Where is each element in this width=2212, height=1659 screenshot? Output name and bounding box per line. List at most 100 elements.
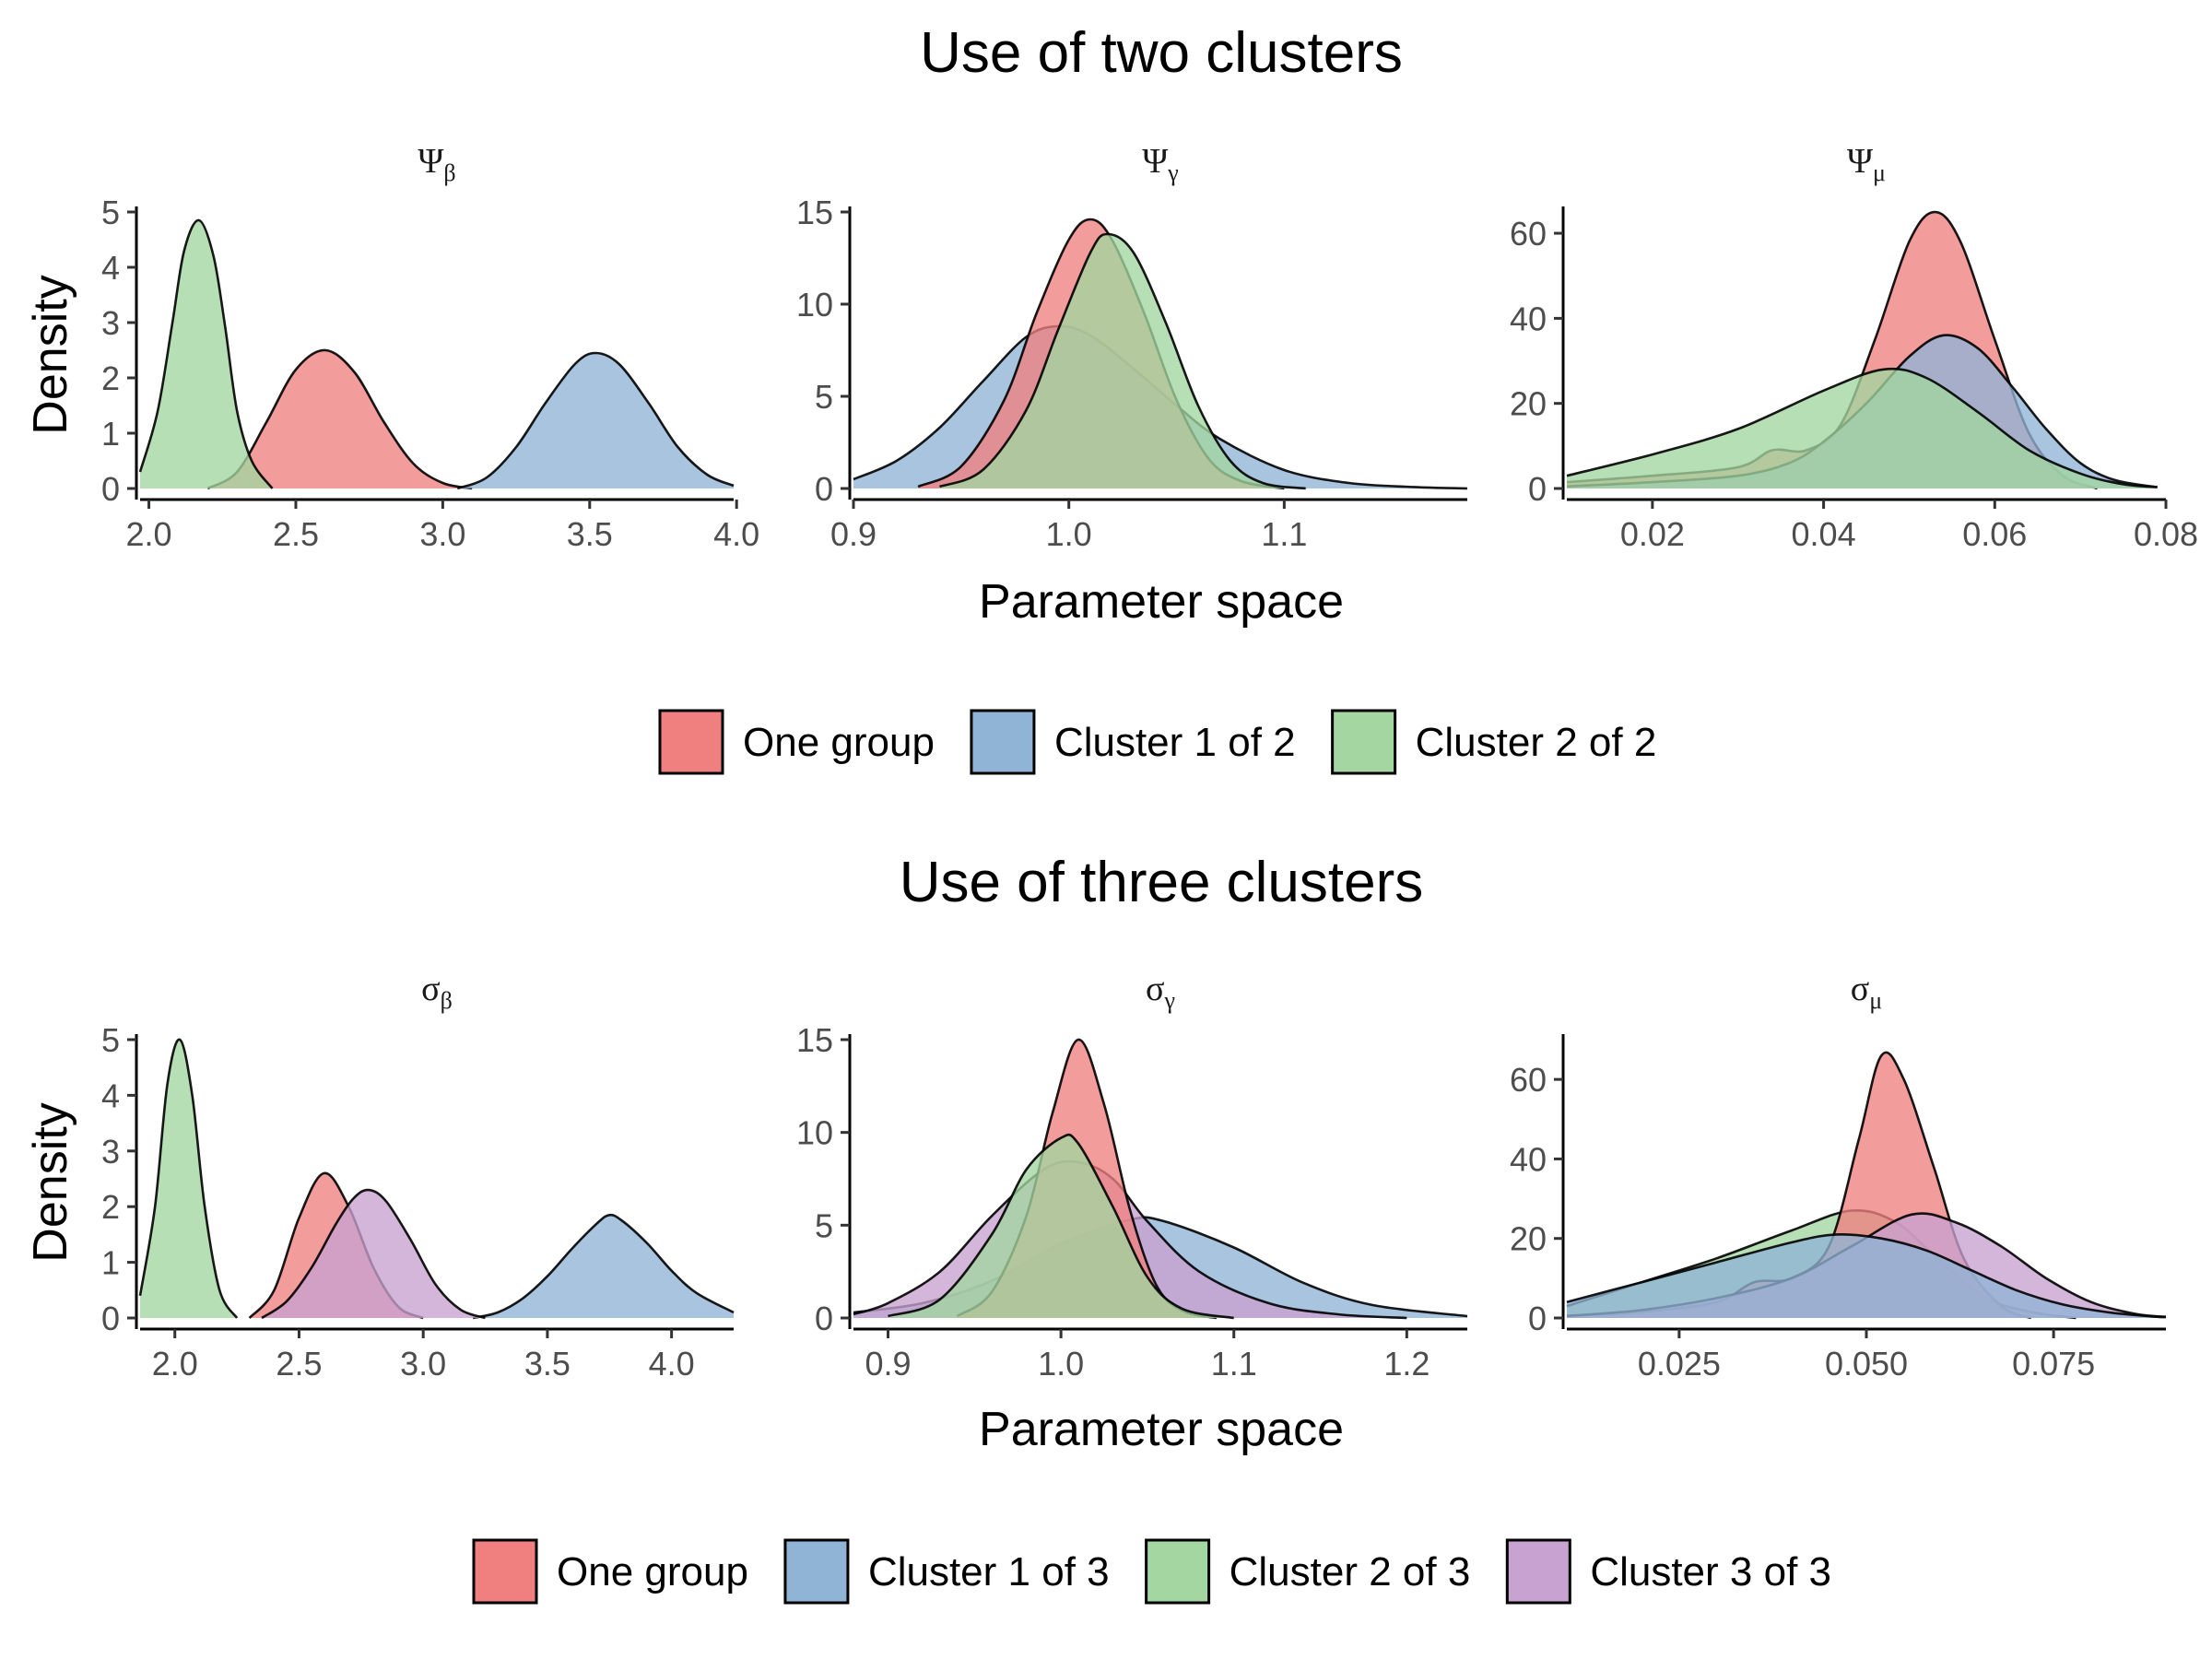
facet-title-subscript: γ xyxy=(1163,987,1175,1014)
y-tick-label: 0 xyxy=(1528,470,1547,508)
facet-title-subscript: μ xyxy=(1873,159,1886,186)
x-tick-label: 3.0 xyxy=(400,1345,446,1382)
y-tick-label: 20 xyxy=(1510,1220,1547,1258)
y-tick-label: 60 xyxy=(1510,215,1547,253)
y-tick-label: 60 xyxy=(1510,1061,1547,1099)
density-curve-cluster_1 xyxy=(472,1213,735,1320)
density-curve-cluster_2 xyxy=(1566,367,2158,488)
legend-key-cluster_2 xyxy=(1145,1538,1211,1605)
y-tick-label: 5 xyxy=(815,1206,833,1244)
density-area-cluster_1 xyxy=(1567,1234,2166,1318)
panel-0-0: Ψβ 2.0 2.5 3.0 3.5 4.0 0 1 2 3 4 5 xyxy=(101,142,759,553)
legend-key-one_group xyxy=(658,709,724,775)
facet-title-subscript: μ xyxy=(1869,987,1882,1014)
y-tick-label: 40 xyxy=(1510,300,1547,337)
y-tick-label: 15 xyxy=(796,1021,833,1059)
density-curve-cluster_1 xyxy=(456,351,735,490)
y-tick-label: 0 xyxy=(815,470,833,508)
x-tick-label: 3.0 xyxy=(419,515,465,553)
x-tick-label: 2.0 xyxy=(152,1345,198,1382)
y-tick-label: 15 xyxy=(796,194,833,231)
density-area-cluster_2 xyxy=(140,1039,238,1318)
legend-key-cluster_3 xyxy=(1505,1538,1571,1605)
density-area-one_group xyxy=(207,349,473,488)
density-curve-cluster_2 xyxy=(939,232,1306,490)
density-area-cluster_2 xyxy=(888,1135,1234,1318)
facet-title-base: σ xyxy=(1146,970,1164,1008)
panel-1-0: σβ 2.0 2.5 3.0 3.5 4.0 0 1 2 3 4 5 xyxy=(101,970,735,1382)
density-area-cluster_2 xyxy=(939,234,1306,488)
y-axis-label-two-clusters: Density xyxy=(24,275,77,434)
density-area-cluster_2 xyxy=(140,219,273,488)
density-curve-one_group xyxy=(206,348,473,490)
y-tick-label: 2 xyxy=(101,1188,120,1226)
x-tick-label: 0.08 xyxy=(2134,515,2198,553)
x-tick-label: 1.2 xyxy=(1383,1345,1430,1382)
x-axis-label-three-clusters: Parameter space xyxy=(979,1403,1344,1456)
y-tick-label: 40 xyxy=(1510,1140,1547,1178)
y-axis-label-three-clusters: Density xyxy=(24,1102,77,1262)
x-tick-label: 2.5 xyxy=(276,1345,322,1382)
y-tick-label: 4 xyxy=(101,249,120,287)
legend-0: One group Cluster 1 of 2 Cluster 2 of 2 xyxy=(658,709,1657,775)
legend-label-cluster_1: Cluster 1 of 2 xyxy=(1054,720,1296,765)
legend-label-cluster_3: Cluster 3 of 3 xyxy=(1590,1549,1831,1594)
facet-title-base: Ψ xyxy=(418,142,443,181)
facet-title: Ψβ xyxy=(418,142,455,186)
facet-title-base: Ψ xyxy=(1142,142,1168,181)
x-tick-label: 0.9 xyxy=(830,515,877,553)
x-tick-label: 4.0 xyxy=(713,515,759,553)
legend-key-one_group xyxy=(472,1538,538,1605)
facet-title: Ψγ xyxy=(1142,142,1179,186)
density-curve-cluster_3 xyxy=(261,1188,486,1320)
density-curve-cluster_2 xyxy=(138,1038,239,1319)
x-tick-label: 1.1 xyxy=(1211,1345,1257,1382)
facet-title: σμ xyxy=(1851,970,1882,1014)
x-tick-label: 0.075 xyxy=(2012,1345,2095,1382)
x-tick-label: 0.050 xyxy=(1825,1345,1908,1382)
section-title-three-clusters: Use of three clusters xyxy=(900,851,1424,914)
y-tick-label: 10 xyxy=(796,1114,833,1152)
density-curve-cluster_1 xyxy=(1566,1232,2167,1319)
legend-key-cluster_1 xyxy=(970,709,1036,775)
x-tick-label: 3.5 xyxy=(567,515,613,553)
density-area-cluster_1 xyxy=(457,353,734,488)
section-title-two-clusters: Use of two clusters xyxy=(920,21,1403,85)
x-tick-label: 3.5 xyxy=(524,1345,571,1382)
x-tick-label: 0.02 xyxy=(1620,515,1685,553)
y-tick-label: 10 xyxy=(796,286,833,324)
x-tick-label: 0.9 xyxy=(865,1345,911,1382)
x-tick-label: 0.06 xyxy=(1962,515,2027,553)
x-tick-label: 1.1 xyxy=(1261,515,1307,553)
y-tick-label: 3 xyxy=(101,304,120,342)
facet-title: σγ xyxy=(1146,970,1175,1014)
panel-0-1: Ψγ 0.9 1.0 1.1 0 5 10 15 xyxy=(796,142,1468,553)
legend-label-one_group: One group xyxy=(557,1549,748,1594)
x-tick-label: 1.0 xyxy=(1038,1345,1084,1382)
legend-1: One group Cluster 1 of 3 Cluster 2 of 3 Clu… xyxy=(472,1538,1831,1605)
y-tick-label: 0 xyxy=(101,470,120,508)
density-area-cluster_2 xyxy=(1567,369,2158,488)
facet-title: Ψμ xyxy=(1847,142,1886,186)
panel-0-2: Ψμ 0.02 0.04 0.06 0.08 0 20 40 60 xyxy=(1510,142,2198,553)
legend-label-cluster_2: Cluster 2 of 2 xyxy=(1416,720,1657,765)
density-area-cluster_1 xyxy=(473,1215,734,1318)
y-tick-label: 1 xyxy=(101,1244,120,1282)
y-tick-label: 5 xyxy=(101,1021,120,1059)
y-tick-label: 5 xyxy=(101,194,120,231)
y-tick-label: 2 xyxy=(101,359,120,397)
y-tick-label: 20 xyxy=(1510,385,1547,423)
facet-title: σβ xyxy=(421,970,453,1014)
legend-key-cluster_1 xyxy=(783,1538,850,1605)
facet-title-subscript: β xyxy=(441,987,453,1014)
x-tick-label: 0.025 xyxy=(1638,1345,1721,1382)
x-tick-label: 4.0 xyxy=(649,1345,695,1382)
x-tick-label: 2.0 xyxy=(126,515,172,553)
y-tick-label: 4 xyxy=(101,1077,120,1114)
legend-label-cluster_1: Cluster 1 of 3 xyxy=(868,1549,1110,1594)
panel-1-2: σμ 0.025 0.050 0.075 0 20 40 60 xyxy=(1510,970,2167,1382)
y-tick-label: 1 xyxy=(101,415,120,453)
legend-key-cluster_2 xyxy=(1331,709,1397,775)
